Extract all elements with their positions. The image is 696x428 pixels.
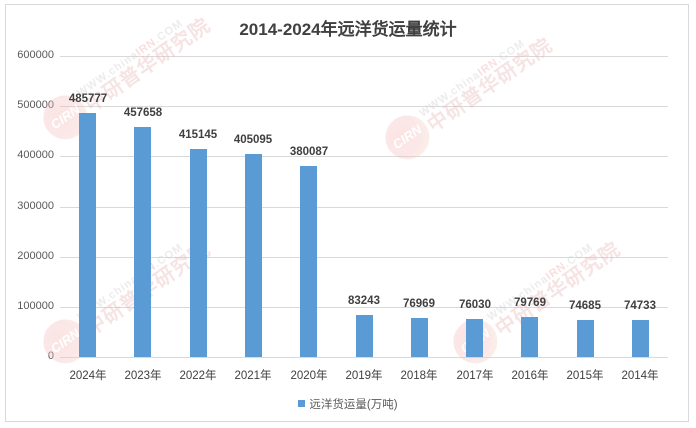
x-axis-tick-label: 2016年 — [511, 370, 549, 382]
bar[interactable] — [190, 149, 207, 357]
gridline — [60, 307, 668, 308]
y-axis-tick-label: 300000 — [17, 200, 54, 212]
chart-title: 2014-2024年远洋货运量统计 — [239, 20, 457, 39]
y-axis-tick-label: 600000 — [17, 49, 54, 61]
cirn-logo-icon: CIRN — [376, 106, 439, 168]
x-axis-tick-label: 2019年 — [345, 370, 383, 382]
bar[interactable] — [300, 166, 317, 357]
x-axis-tick-label: 2017年 — [456, 370, 494, 382]
data-label: 380087 — [289, 146, 329, 158]
legend-label: 远洋货运量(万吨) — [309, 399, 398, 411]
y-axis-tick-label: 100000 — [17, 300, 54, 312]
bar[interactable] — [356, 315, 373, 357]
y-axis-tick-label: 500000 — [17, 99, 54, 111]
x-axis-tick-label: 2018年 — [400, 370, 438, 382]
x-axis-tick-label: 2022年 — [179, 370, 217, 382]
bar[interactable] — [632, 320, 649, 357]
gridline — [60, 207, 668, 208]
data-label: 79769 — [514, 297, 546, 309]
gridline — [60, 56, 668, 57]
x-axis-tick-label: 2023年 — [124, 370, 162, 382]
bar[interactable] — [134, 127, 151, 357]
legend-swatch-icon — [298, 400, 306, 408]
x-axis-tick-label: 2021年 — [234, 370, 272, 382]
bar[interactable] — [521, 317, 538, 357]
bar[interactable] — [245, 154, 262, 357]
data-label: 415145 — [178, 129, 218, 141]
x-axis-tick-label: 2015年 — [566, 370, 604, 382]
bar[interactable] — [411, 318, 428, 357]
data-label: 74733 — [624, 300, 656, 312]
gridline — [60, 257, 668, 258]
gridline — [60, 156, 668, 157]
gridline — [60, 106, 668, 107]
legend: 远洋货运量(万吨) — [0, 396, 696, 412]
data-label: 76969 — [403, 298, 435, 310]
gridline — [60, 357, 668, 358]
bar[interactable] — [466, 319, 483, 357]
data-label: 74685 — [569, 300, 601, 312]
watermark-name: 中研普华研究院 — [491, 238, 625, 341]
data-label: 83243 — [348, 295, 380, 307]
data-label: 485777 — [68, 93, 108, 105]
x-axis-tick-label: 2020年 — [290, 370, 328, 382]
y-axis-tick-label: 0 — [47, 350, 54, 362]
bar[interactable] — [79, 113, 96, 357]
bar[interactable] — [577, 320, 594, 357]
data-label: 76030 — [459, 299, 491, 311]
x-axis-tick-label: 2014年 — [621, 370, 659, 382]
watermark-name: 中研普华研究院 — [423, 34, 557, 137]
y-axis-tick-label: 200000 — [17, 250, 54, 262]
x-axis-tick-label: 2024年 — [69, 370, 107, 382]
data-label: 457658 — [123, 107, 163, 119]
chart-frame — [5, 4, 689, 422]
watermark-url: WWW.chinaIRN.COM — [75, 17, 186, 100]
data-label: 405095 — [233, 134, 273, 146]
y-axis-tick-label: 400000 — [17, 149, 54, 161]
